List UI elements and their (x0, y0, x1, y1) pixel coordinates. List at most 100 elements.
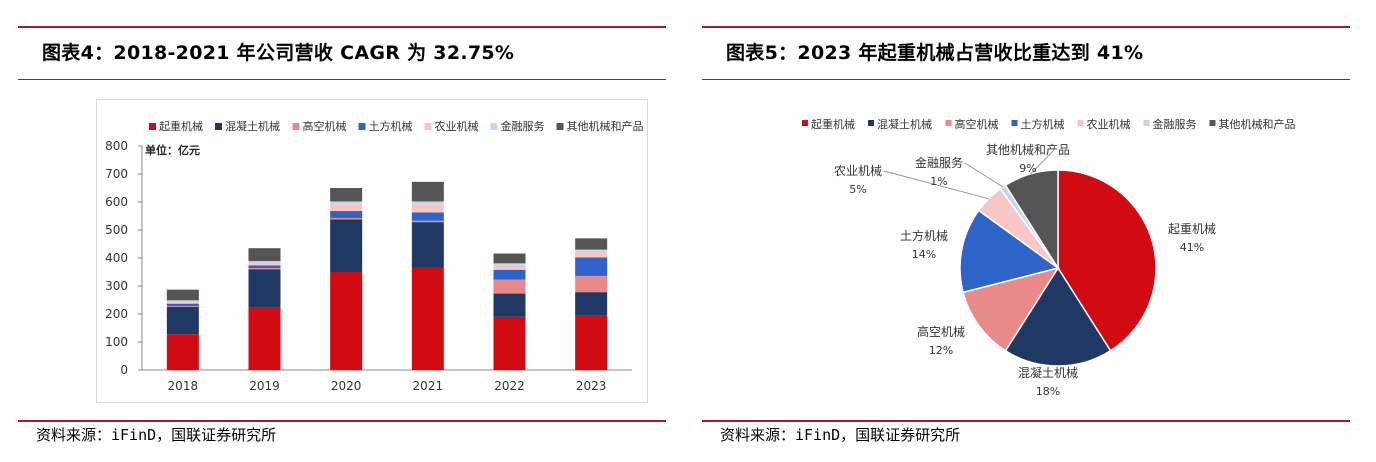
bar-segment (575, 275, 608, 293)
legend-label: 混凝土机械 (225, 119, 280, 133)
right-figure-panel: 图表5：2023 年起重机械占营收比重达到 41% 起重机械 混凝土机械 高空机械土… (702, 0, 1350, 462)
bar-segment (411, 222, 444, 268)
slice-name-label: 其他机械和产品 (986, 142, 1070, 157)
bar-segment (330, 203, 363, 211)
legend-label: 起重机械 (159, 119, 203, 133)
bar-chart-frame: 起重机械 混凝土机械 高空机械 土方机械 农业机械 金融服务 其他机械和产品 单位：亿元 0 10… (96, 99, 648, 403)
bar-segment (493, 269, 526, 280)
title-rule (18, 79, 666, 80)
slice-name-label: 混凝土机械 (1018, 365, 1078, 380)
bar-segment (248, 307, 281, 370)
bottom-rule (702, 420, 1350, 422)
slice-name-label: 土方机械 (900, 228, 948, 243)
bar-segment (166, 300, 199, 302)
y-tick-label: 0 (120, 363, 128, 377)
bar-segment (411, 201, 444, 204)
unit-label: 单位：亿元 (145, 143, 200, 157)
x-tick-label: 2022 (494, 379, 525, 393)
bar-segment (411, 220, 444, 223)
x-tick-label: 2023 (576, 379, 607, 393)
bar-segment (166, 334, 199, 370)
slice-name-label: 起重机械 (1168, 221, 1216, 236)
legend-swatch (1011, 120, 1018, 126)
bar-segment (330, 217, 363, 220)
bar-segment (330, 272, 363, 370)
slice-percent-label: 9% (1019, 162, 1036, 175)
slice-name-label: 高空机械 (917, 324, 965, 339)
bar-segment (493, 253, 526, 264)
y-tick-label: 200 (105, 307, 128, 321)
bar-segment (575, 292, 608, 316)
legend-swatch (1209, 120, 1216, 126)
y-tick-label: 300 (105, 279, 128, 293)
bottom-rule (18, 420, 666, 422)
legend-swatch (1143, 120, 1150, 126)
legend-label: 土方机械 (1021, 117, 1065, 131)
bar-segment (330, 219, 363, 272)
bar-segment (411, 267, 444, 370)
legend-label: 农业机械 (1087, 117, 1131, 131)
bar-segment (575, 249, 608, 251)
bar-segment (411, 212, 444, 221)
y-tick-label: 700 (105, 167, 128, 181)
y-tick-label: 800 (105, 139, 128, 153)
bar-segment (575, 250, 608, 258)
top-rule (18, 26, 666, 28)
y-tick-label: 500 (105, 223, 128, 237)
x-tick-label: 2019 (249, 379, 280, 393)
bar-segment (248, 268, 281, 270)
slice-name-label: 金融服务 (915, 155, 963, 170)
bar-segment (575, 257, 608, 276)
legend-label: 金融服务 (501, 119, 545, 133)
legend-label: 农业机械 (435, 119, 479, 133)
legend-label: 混凝土机械 (877, 117, 932, 131)
slice-percent-label: 12% (929, 344, 953, 357)
pie-chart: 起重机械 混凝土机械 高空机械 土方机械 农业机械 金融服务 其他机械和产品起重机械41%混… (802, 117, 1296, 398)
legend-swatch (802, 120, 808, 126)
source-note: 资料来源：iFinD，国联证券研究所 (36, 426, 277, 444)
legend-swatch (1077, 120, 1084, 126)
bar-segment (493, 264, 526, 270)
bar-segment (166, 306, 199, 307)
bar-segment (411, 203, 444, 213)
legend-swatch (945, 120, 952, 126)
bar-segment (330, 201, 363, 204)
bar-segment (166, 307, 199, 335)
legend-label: 高空机械 (303, 119, 347, 133)
pie-slice (1004, 169, 1059, 271)
legend-swatch (149, 123, 156, 130)
bar-segment (166, 289, 199, 301)
legend-swatch (868, 120, 874, 126)
bar-segment (248, 265, 281, 269)
legend-label: 土方机械 (369, 119, 413, 133)
y-tick-label: 600 (105, 195, 128, 209)
legend-label: 起重机械 (811, 117, 855, 131)
bar-segment (330, 188, 363, 202)
slice-percent-label: 5% (849, 183, 866, 196)
bar-segment (248, 262, 281, 266)
legend-label: 金融服务 (1153, 117, 1197, 131)
legend-swatch (358, 123, 366, 130)
pie-slice (959, 209, 1060, 294)
bar-segment (248, 269, 281, 308)
pie-slice (962, 266, 1060, 352)
legend-label: 高空机械 (955, 117, 999, 131)
leader-line (964, 162, 1004, 188)
bar-segment (330, 210, 363, 218)
bar-segment (166, 303, 199, 307)
legend-swatch (556, 123, 564, 130)
bar-segment (493, 263, 526, 265)
bar-segment (493, 316, 526, 370)
bar-segment (493, 293, 526, 317)
slice-percent-label: 1% (930, 175, 947, 188)
bar-segment (248, 261, 281, 263)
source-note: 资料来源：iFinD，国联证券研究所 (720, 426, 961, 444)
leader-line (883, 170, 989, 200)
legend-swatch (215, 123, 222, 130)
bar-segment (248, 248, 281, 262)
x-tick-label: 2020 (331, 379, 362, 393)
legend-swatch (424, 123, 432, 130)
bar-segment (411, 181, 444, 202)
top-rule (702, 26, 1350, 28)
